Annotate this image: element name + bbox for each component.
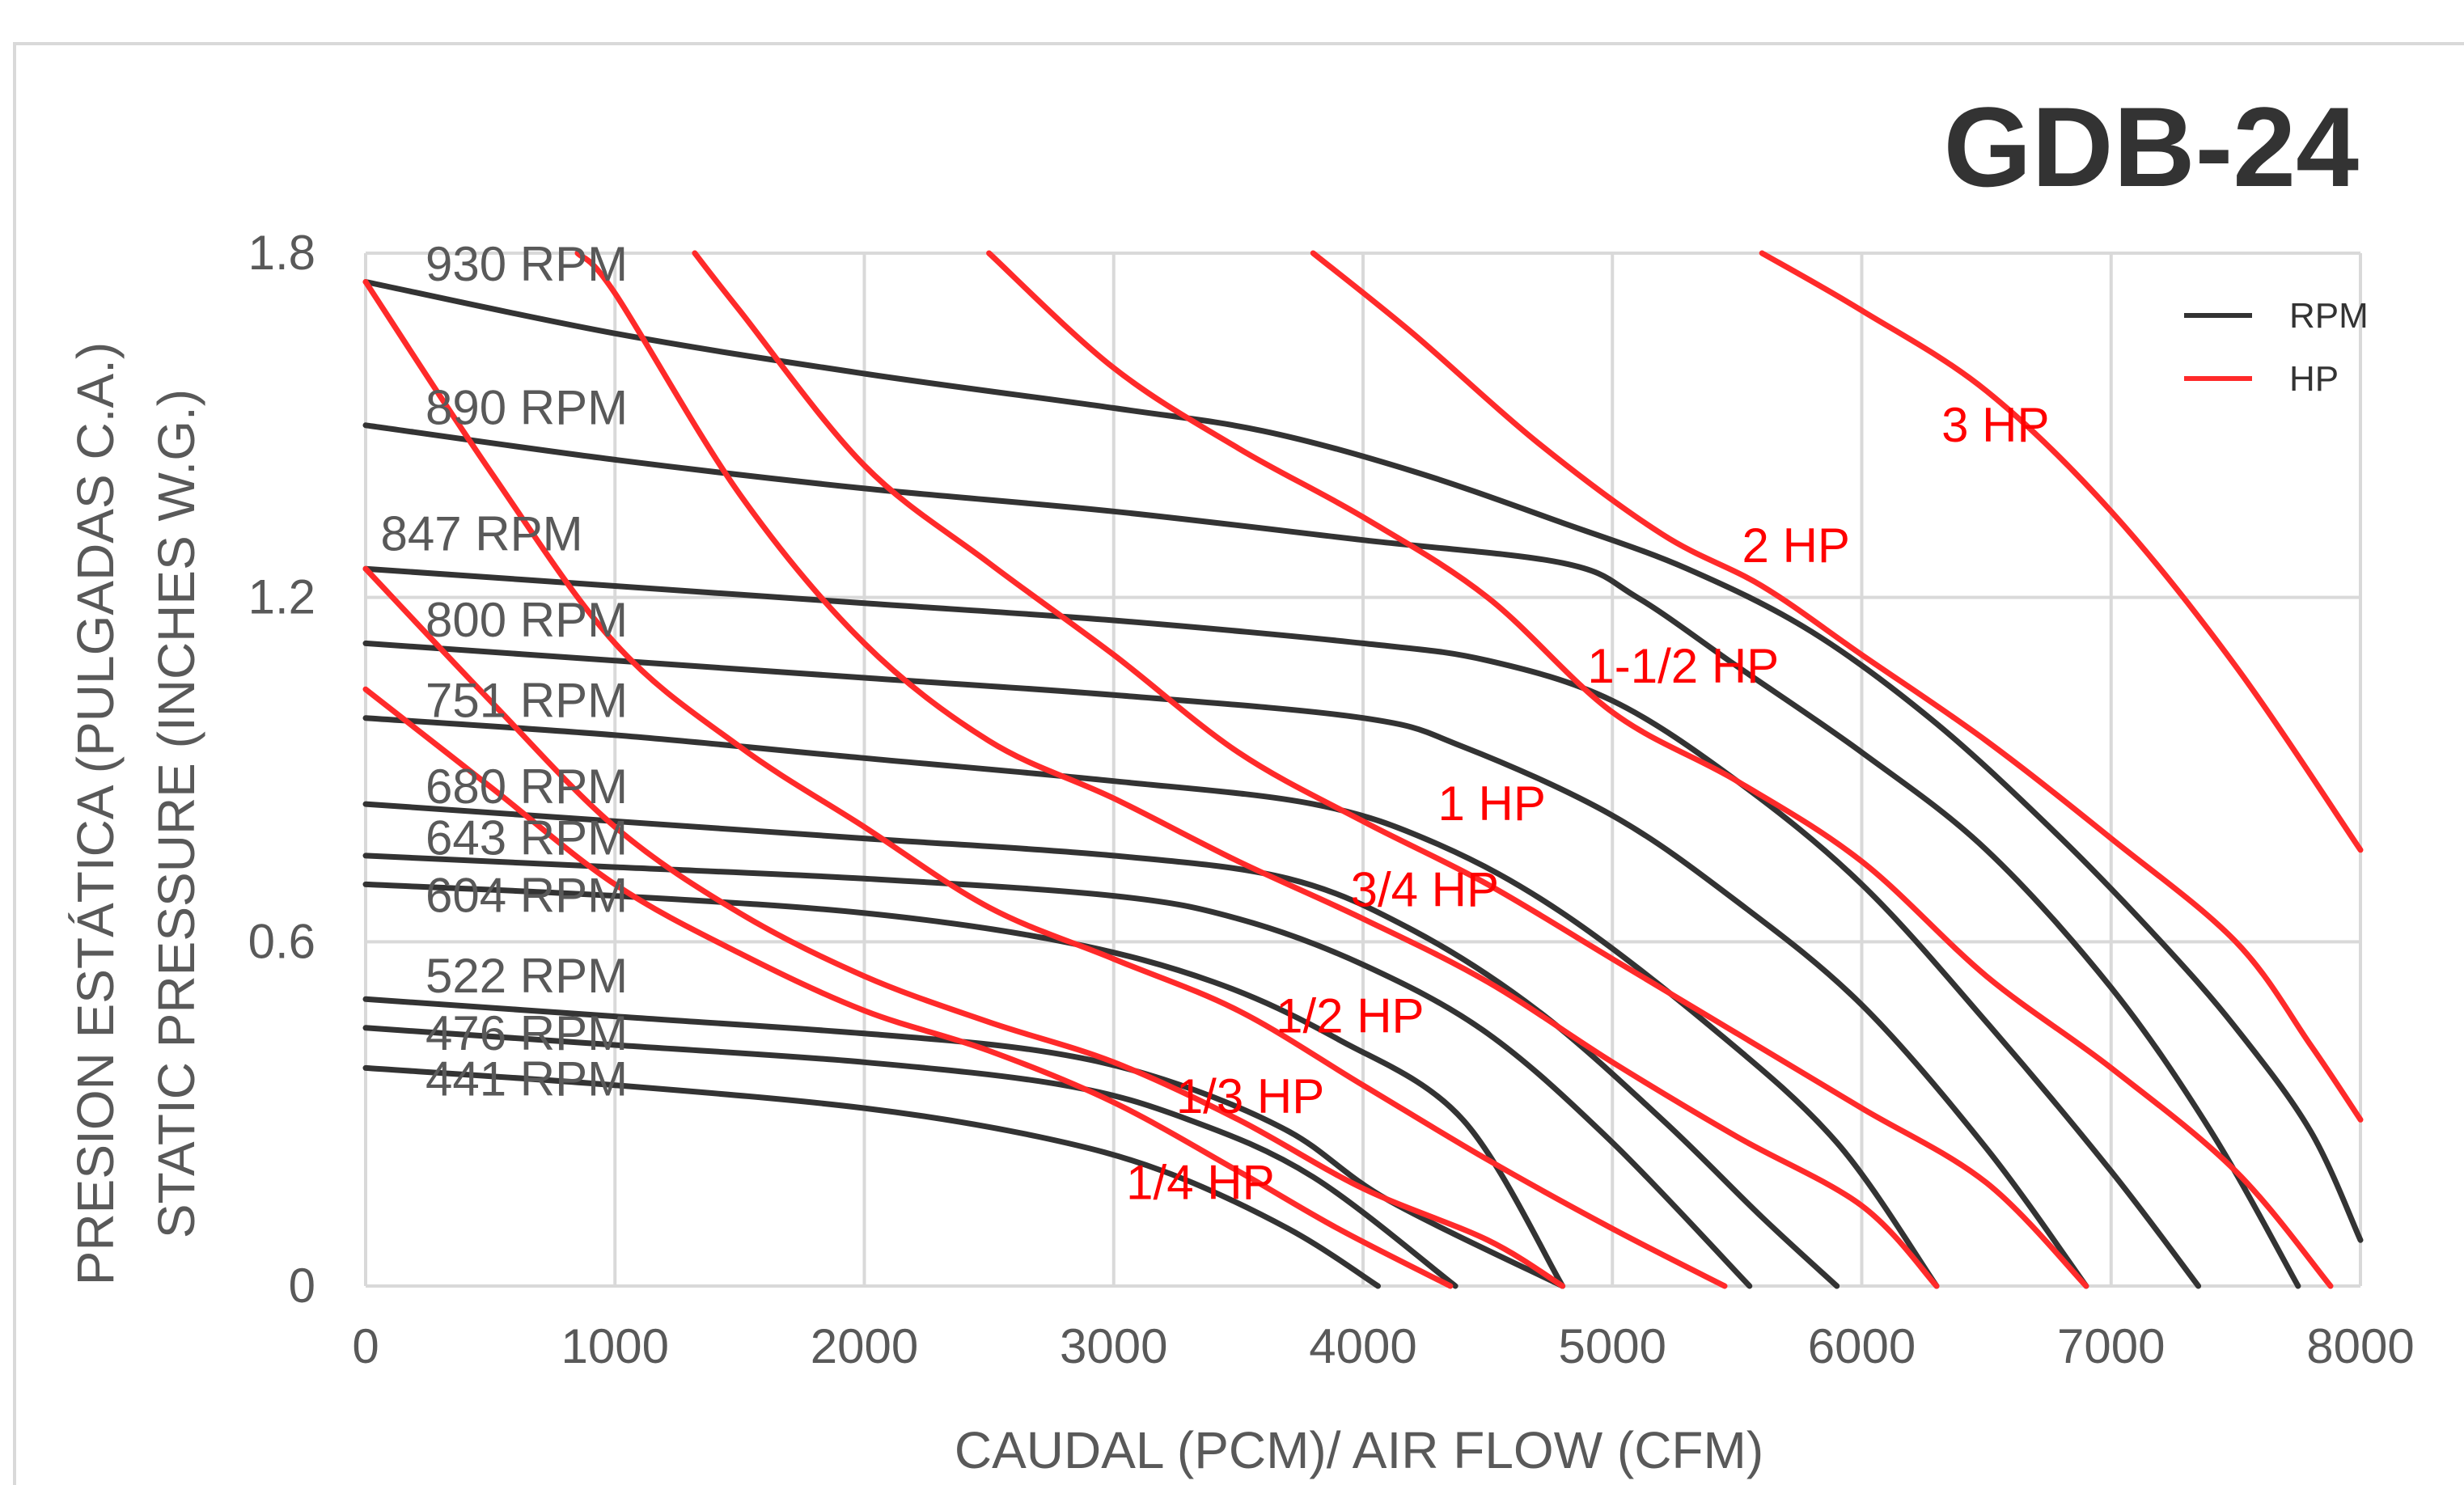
chart-frame: [13, 42, 2464, 1485]
y-tick-label: 1.2: [248, 570, 315, 624]
hp-labels: 3 HP 2 HP 1-1/2 HP 1 HP 3/4 HP 1/2 HP 1/3 HP 1/…: [1126, 398, 2049, 1209]
rpm-curve-930-rpm: [362, 279, 2364, 1243]
x-tick-label: 0: [352, 1319, 379, 1373]
hp-label-3-hp: 3 HP: [1941, 398, 2049, 452]
chart-title: GDB-24: [1944, 83, 2360, 210]
hp-curve-3-4-hp: [574, 250, 1940, 1289]
legend-rpm-label: RPM: [2289, 296, 2369, 336]
rpm-curve-800-rpm: [362, 640, 2089, 1289]
grid-layer: [364, 252, 2362, 1288]
x-axis-title: CAUDAL (PCM)/ AIR FLOW (CFM): [955, 1421, 1763, 1479]
rpm-label-800-rpm: 800 RPM: [425, 593, 628, 647]
rpm-label-441-rpm: 441 RPM: [425, 1052, 628, 1106]
rpm-curve-680-rpm: [362, 801, 1840, 1289]
x-tick-labels: 0 1000 2000 3000 4000 5000 6000 7000 8000: [352, 1319, 2414, 1373]
rpm-curve-441-rpm: [362, 1064, 1381, 1289]
rpm-labels: 930 RPM 890 RPM 847 RPM 800 RPM 751 RPM 680 R…: [380, 237, 628, 1106]
hp-label-2-hp: 2 HP: [1742, 518, 1850, 573]
hp-label-1-2-hp: 1/2 HP: [1276, 989, 1424, 1043]
hp-curve-1-4-hp: [362, 686, 1454, 1289]
hp-label-1-1-2-hp: 1-1/2 HP: [1587, 639, 1779, 693]
x-tick-label: 5000: [1559, 1319, 1666, 1373]
x-tick-label: 4000: [1309, 1319, 1416, 1373]
hp-label-3-4-hp: 3/4 HP: [1351, 862, 1499, 916]
rpm-label-643-rpm: 643 RPM: [425, 811, 628, 865]
rpm-label-847-rpm: 847 RPM: [380, 507, 582, 561]
rpm-label-930-rpm: 930 RPM: [425, 237, 628, 291]
hp-curve-3-hp: [1759, 250, 2364, 853]
legend-hp-label: HP: [2289, 359, 2339, 399]
rpm-curve-643-rpm: [362, 852, 1753, 1289]
hp-curve-1-2-hp: [362, 279, 1728, 1289]
rpm-label-680-rpm: 680 RPM: [425, 759, 628, 814]
legend: RPM HP: [2184, 296, 2369, 399]
rpm-curve-890-rpm: [362, 422, 2301, 1289]
hp-curve-1-hp: [692, 250, 2089, 1289]
hp-label-1-3-hp: 1/3 HP: [1176, 1069, 1324, 1123]
rpm-label-604-rpm: 604 RPM: [425, 869, 628, 923]
rpm-label-476-rpm: 476 RPM: [425, 1006, 628, 1060]
rpm-curve-604-rpm: [362, 881, 1566, 1289]
x-tick-label: 1000: [561, 1319, 669, 1373]
x-tick-label: 7000: [2057, 1319, 2165, 1373]
rpm-curve-476-rpm: [362, 1025, 1459, 1289]
hp-curve-1-1-2-hp: [986, 250, 2334, 1289]
rpm-label-522-rpm: 522 RPM: [425, 949, 628, 1003]
rpm-label-751-rpm: 751 RPM: [425, 673, 628, 727]
rpm-curve-847-rpm: [362, 565, 2202, 1289]
x-tick-label: 6000: [1808, 1319, 1916, 1373]
hp-label-1-4-hp: 1/4 HP: [1126, 1155, 1274, 1209]
y-tick-labels: 0 0.6 1.2 1.8: [248, 226, 315, 1313]
y-tick-label: 0.6: [248, 914, 315, 968]
y-axis-title-line-1: PRESION ESTÁTICA (PULGADAS C.A.): [66, 342, 125, 1285]
hp-curves: [362, 250, 2364, 1289]
y-axis-title-line-2: STATIC PRESSURE (INCHES W.G.): [147, 389, 205, 1238]
y-tick-label: 1.8: [248, 226, 315, 280]
hp-curve-1-3-hp: [362, 565, 1566, 1289]
hp-label-1-hp: 1 HP: [1437, 776, 1545, 831]
x-tick-label: 8000: [2306, 1319, 2414, 1373]
y-tick-label: 0: [289, 1259, 315, 1313]
rpm-label-890-rpm: 890 RPM: [425, 381, 628, 435]
x-tick-label: 3000: [1060, 1319, 1167, 1373]
hp-curve-2-hp: [1310, 250, 2364, 1123]
x-tick-label: 2000: [811, 1319, 918, 1373]
